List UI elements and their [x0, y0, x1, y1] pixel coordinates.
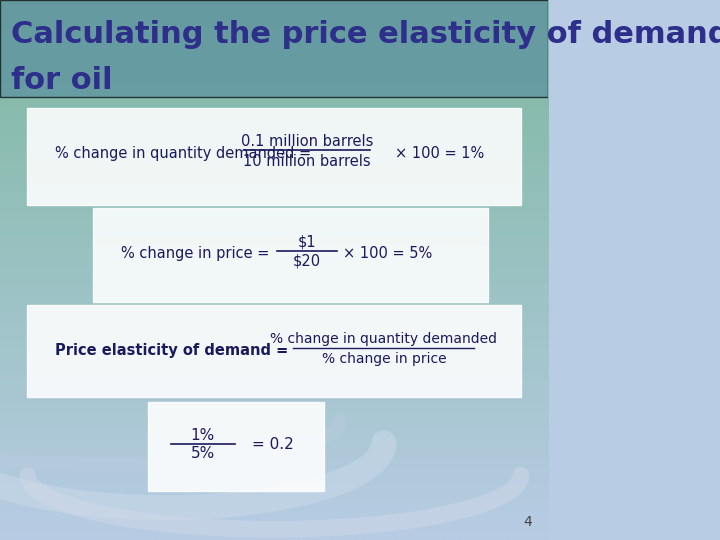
- Text: % change in price: % change in price: [322, 352, 446, 366]
- Text: $1: $1: [298, 234, 316, 249]
- Text: 0.1 million barrels: 0.1 million barrels: [241, 134, 373, 149]
- FancyBboxPatch shape: [0, 0, 549, 97]
- FancyBboxPatch shape: [27, 305, 521, 397]
- Text: % change in quantity demanded =: % change in quantity demanded =: [55, 146, 311, 161]
- Text: % change in price =: % change in price =: [121, 246, 269, 261]
- FancyBboxPatch shape: [27, 108, 521, 205]
- Text: Calculating the price elasticity of demand: Calculating the price elasticity of dema…: [11, 20, 720, 49]
- Text: 4: 4: [523, 515, 532, 529]
- Text: 1%: 1%: [191, 428, 215, 443]
- Text: $20: $20: [293, 254, 321, 269]
- FancyBboxPatch shape: [93, 208, 488, 302]
- Text: × 100 = 1%: × 100 = 1%: [395, 146, 484, 161]
- Text: × 100 = 5%: × 100 = 5%: [343, 246, 432, 261]
- Text: 5%: 5%: [191, 446, 215, 461]
- FancyBboxPatch shape: [148, 402, 323, 491]
- Text: % change in quantity demanded: % change in quantity demanded: [270, 332, 498, 346]
- Text: for oil: for oil: [11, 66, 112, 95]
- Text: 10 million barrels: 10 million barrels: [243, 154, 371, 170]
- Text: Price elasticity of demand =: Price elasticity of demand =: [55, 343, 288, 359]
- Text: = 0.2: = 0.2: [252, 437, 294, 452]
